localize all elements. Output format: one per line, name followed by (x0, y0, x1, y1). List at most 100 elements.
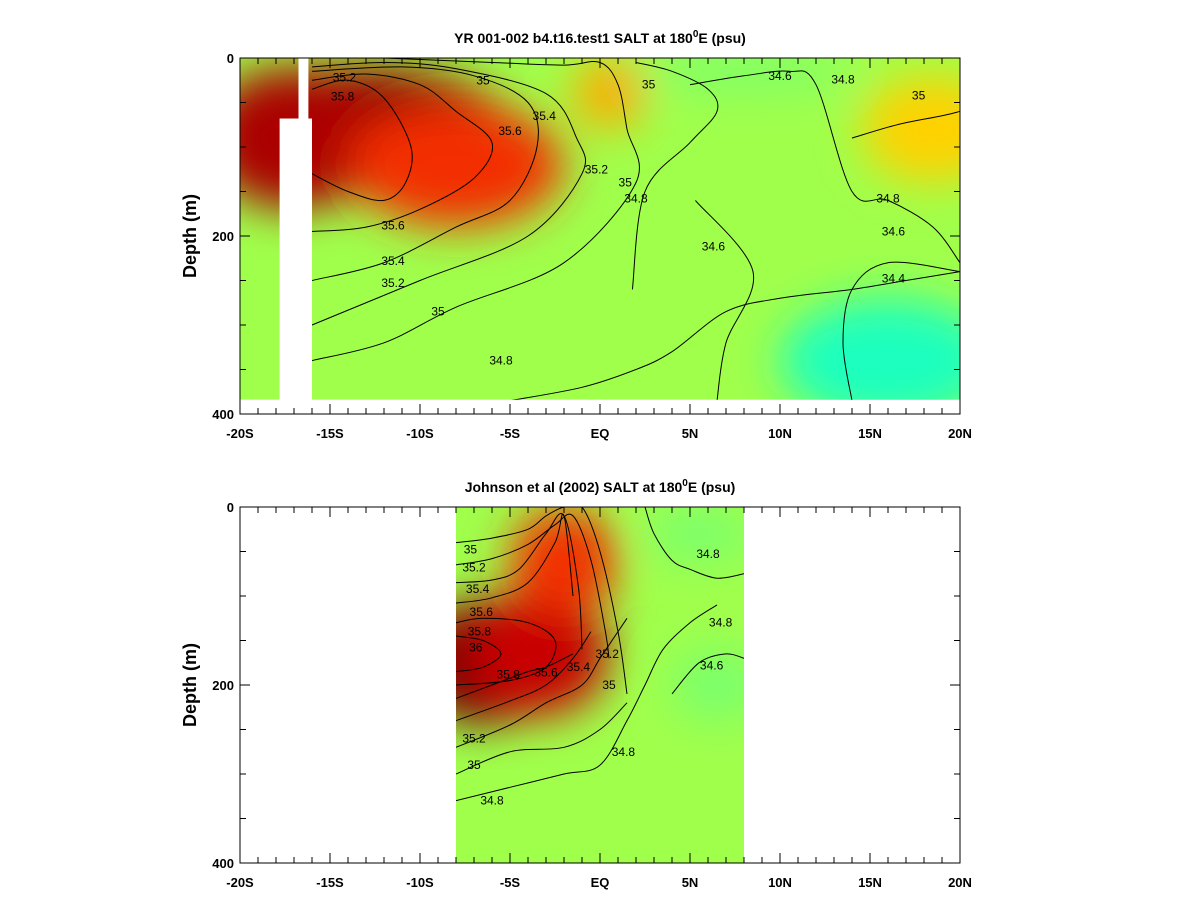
x-tick-label: -15S (316, 875, 344, 890)
contour-label: 35 (464, 543, 478, 557)
contour-line (644, 507, 744, 579)
x-tick-label: -15S (316, 426, 344, 441)
contour-label: 34.8 (612, 745, 636, 759)
missing-data-gap (298, 58, 309, 414)
contour-label: 35.4 (533, 109, 557, 123)
contour-line (311, 61, 586, 326)
contour-line (456, 617, 557, 686)
contour-label: 35.2 (462, 731, 486, 745)
contour-label: 34.8 (831, 72, 855, 86)
salinity-region (645, 507, 744, 561)
contour-label: 35.8 (497, 667, 521, 681)
contour-line (456, 513, 574, 604)
contour-label: 35.2 (381, 276, 405, 290)
contour-label: 35 (476, 73, 490, 87)
salinity-region (672, 649, 744, 721)
contour-label: 34.6 (882, 225, 906, 239)
contour-label: 34.8 (624, 192, 648, 206)
x-tick-label: 20N (948, 426, 972, 441)
contour-line (456, 507, 628, 694)
x-tick-label: EQ (591, 875, 610, 890)
x-tick-label: -10S (406, 875, 434, 890)
contour-line (631, 62, 719, 290)
y-tick-label: 0 (227, 51, 234, 66)
contour-label: 36 (469, 641, 483, 655)
contour-label: 35 (467, 758, 481, 772)
y-axis-label: Depth (m) (180, 643, 200, 727)
contour-line (311, 73, 494, 232)
contour-label: 34.6 (768, 69, 792, 83)
contour-label: 34.8 (876, 192, 900, 206)
x-tick-label: 5N (682, 875, 699, 890)
contour-line (456, 702, 628, 775)
contour-line (689, 70, 960, 264)
contour-line (456, 513, 583, 650)
contour-label: 35 (912, 88, 926, 102)
x-tick-label: 20N (948, 875, 972, 890)
x-tick-label: -20S (226, 875, 254, 890)
x-tick-label: -5S (500, 875, 521, 890)
contour-label: 35.4 (567, 660, 591, 674)
salinity-panel-top: YR 001-002 b4.t16.test1 SALT at 1800E (p… (180, 29, 972, 441)
contour-line (311, 66, 539, 281)
contour-label: 35.2 (333, 71, 357, 85)
salinity-region (780, 298, 960, 400)
chart-title: Johnson et al (2002) SALT at 1800E (psu) (465, 478, 736, 495)
contour-line (456, 635, 502, 673)
x-tick-label: -20S (226, 426, 254, 441)
contour-label: 35.6 (381, 218, 405, 232)
contour-line (456, 618, 628, 748)
x-tick-label: 10N (768, 875, 792, 890)
contour-line (671, 653, 744, 695)
contour-label: 35.2 (585, 162, 609, 176)
contour-line (456, 653, 574, 699)
contour-label: 34.8 (709, 616, 733, 630)
contour-line (842, 261, 960, 400)
y-tick-label: 400 (212, 407, 234, 422)
contour-label: 34.8 (480, 794, 504, 808)
contour-label: 35 (642, 78, 656, 92)
contour-line (456, 604, 718, 802)
contour-label: 35.6 (470, 605, 494, 619)
contour-label: 35.2 (462, 561, 486, 575)
salinity-panel-bottom: Johnson et al (2002) SALT at 1800E (psu)… (180, 478, 972, 890)
x-tick-label: -5S (500, 426, 521, 441)
salinity-region (573, 58, 645, 130)
y-tick-label: 400 (212, 856, 234, 871)
contour-line (456, 631, 592, 722)
contour-label: 35.8 (331, 89, 355, 103)
contour-label: 34.8 (489, 354, 513, 368)
contour-line (851, 110, 960, 139)
contour-label: 34.8 (696, 547, 720, 561)
contour-label: 35.4 (466, 582, 490, 596)
contour-label: 35 (431, 305, 445, 319)
contour-label: 34.4 (882, 272, 906, 286)
y-axis-label: Depth (m) (180, 194, 200, 278)
y-tick-label: 200 (212, 678, 234, 693)
salinity-region (465, 591, 609, 717)
x-tick-label: 5N (682, 426, 699, 441)
contour-label: 35 (602, 678, 616, 692)
salinity-field: 35.2 35 35.8 35.6 35.4 35 34.6 34.8 35 35.2 35 34.8… (240, 58, 960, 400)
salinity-field: 35 35.2 35.4 35.6 35.8 36 35.8 35.6 35.4 35.2 35 34… (456, 507, 744, 863)
contour-label: 34.6 (700, 658, 724, 672)
contour-label: 34.6 (702, 240, 726, 254)
contour-line (695, 200, 755, 400)
x-tick-label: -10S (406, 426, 434, 441)
y-tick-label: 200 (212, 229, 234, 244)
y-tick-label: 0 (227, 500, 234, 515)
contour-label: 35.6 (534, 666, 558, 680)
x-tick-label: 15N (858, 426, 882, 441)
chart-title: YR 001-002 b4.t16.test1 SALT at 1800E (p… (454, 29, 746, 46)
contour-line (512, 271, 960, 400)
contour-line (456, 513, 610, 659)
x-tick-label: EQ (591, 426, 610, 441)
salinity-region (510, 507, 618, 614)
contour-label: 35.6 (498, 124, 522, 138)
contour-label: 35.4 (381, 254, 405, 268)
salinity-region (861, 75, 960, 183)
contour-line (311, 58, 640, 362)
salinity-region (348, 102, 564, 228)
x-tick-label: 10N (768, 426, 792, 441)
